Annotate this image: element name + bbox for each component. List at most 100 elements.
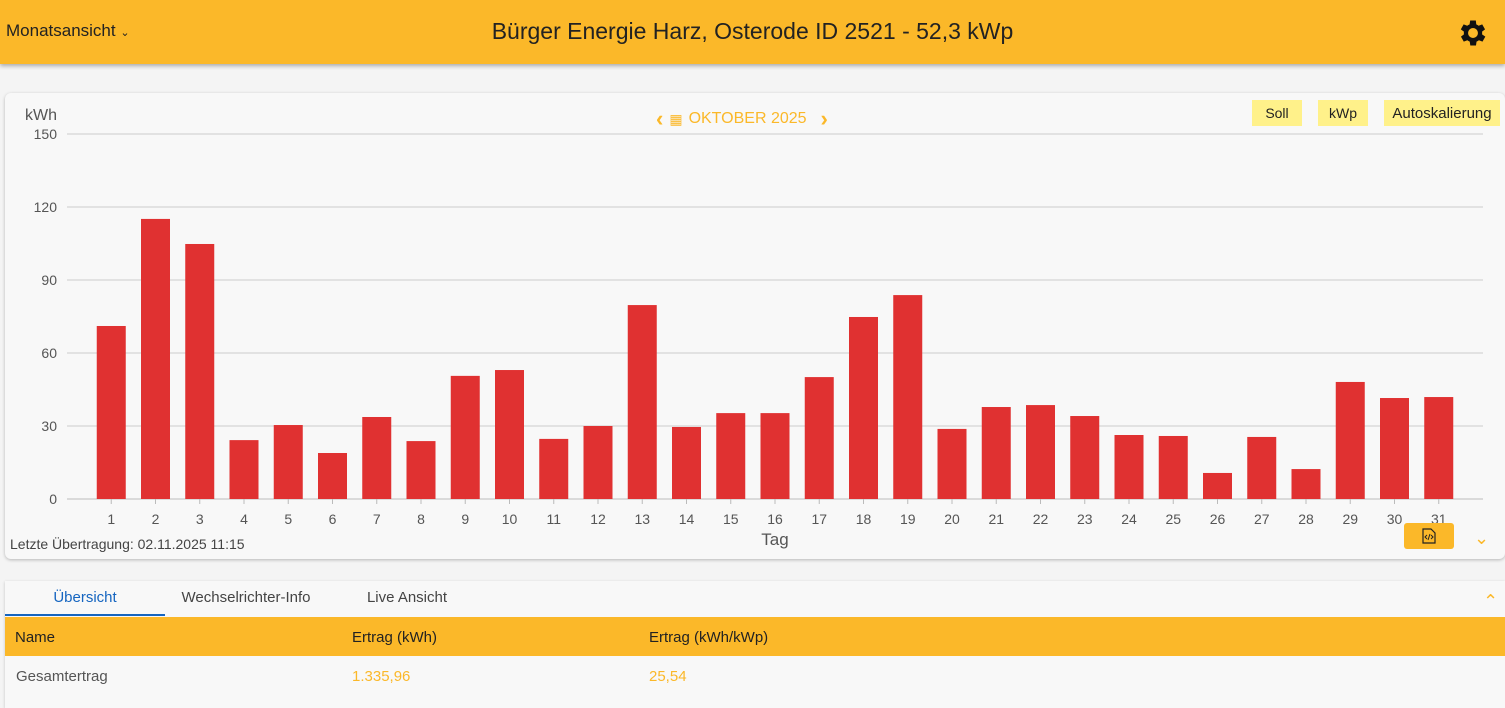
y-tick-label: 90	[41, 272, 57, 288]
bar	[672, 426, 701, 499]
tab-live-view[interactable]: Live Ansicht	[366, 589, 448, 606]
x-tick-label: 24	[1121, 511, 1137, 527]
bar	[1203, 472, 1232, 499]
row-name: Gesamtertrag	[16, 668, 108, 685]
chevron-down-icon: ⌄	[120, 27, 130, 39]
bar	[937, 428, 967, 499]
x-tick-label: 25	[1165, 511, 1181, 527]
x-tick-label: 5	[284, 511, 292, 527]
col-kwh: Ertrag (kWh)	[352, 629, 438, 646]
y-axis-label: kWh	[25, 107, 57, 124]
details-panel: Übersicht Wechselrichter-Info Live Ansic…	[5, 581, 1505, 708]
soll-button[interactable]: Soll	[1252, 100, 1302, 126]
y-tick-label: 30	[41, 418, 57, 434]
x-tick-label: 2	[152, 511, 160, 527]
tab-overview[interactable]: Übersicht	[5, 589, 165, 616]
view-selector[interactable]: Monatsansicht ⌄	[6, 21, 130, 41]
y-tick-label: 0	[49, 491, 57, 507]
bar	[981, 407, 1011, 499]
bar	[185, 243, 215, 499]
x-tick-label: 19	[900, 511, 916, 527]
x-tick-label: 1	[107, 511, 115, 527]
y-tick-label: 60	[41, 345, 57, 361]
x-tick-label: 10	[502, 511, 518, 527]
collapse-chart-icon[interactable]: ⌄	[1474, 528, 1490, 548]
bar	[406, 441, 436, 499]
bar	[1114, 435, 1144, 499]
x-tick-label: 20	[944, 511, 960, 527]
row-kwh-kwp: 25,54	[649, 668, 687, 685]
y-tick-label: 120	[34, 199, 58, 215]
calendar-icon[interactable]: ▦	[669, 110, 683, 127]
bar	[1026, 405, 1055, 499]
month-navigator: ‹ ▦ OKTOBER 2025 ›	[656, 106, 828, 132]
top-bar: Monatsansicht ⌄ Bürger Energie Harz, Ost…	[0, 0, 1505, 64]
col-kwh-kwp: Ertrag (kWh/kWp)	[649, 629, 769, 646]
bar	[627, 305, 657, 499]
x-tick-label: 4	[240, 511, 248, 527]
x-tick-label: 26	[1210, 511, 1226, 527]
bar	[362, 416, 392, 499]
x-tick-label: 9	[461, 511, 469, 527]
bar	[583, 426, 613, 499]
last-transfer: Letzte Übertragung: 02.11.2025 11:15	[10, 536, 245, 552]
x-tick-label: 12	[590, 511, 606, 527]
bar	[1335, 381, 1365, 499]
table-row: Gesamtertrag 1.335,96 25,54	[5, 656, 1505, 696]
x-tick-label: 29	[1342, 511, 1358, 527]
bar	[849, 316, 878, 499]
x-tick-label: 11	[546, 511, 561, 527]
x-tick-label: 22	[1033, 511, 1049, 527]
x-axis-label: Tag	[761, 530, 788, 549]
prev-month-icon[interactable]: ‹	[656, 106, 664, 131]
x-tick-label: 28	[1298, 511, 1314, 527]
bar	[141, 218, 170, 499]
row-kwh: 1.335,96	[352, 668, 411, 685]
expand-up-icon[interactable]: ⌄	[1483, 590, 1499, 610]
x-tick-label: 21	[988, 511, 1004, 527]
x-tick-label: 27	[1254, 511, 1270, 527]
bar	[1424, 397, 1454, 499]
bar	[495, 370, 524, 499]
autoscale-button[interactable]: Autoskalierung	[1384, 100, 1500, 126]
bar	[1380, 398, 1409, 499]
export-button[interactable]	[1404, 523, 1454, 549]
gear-icon[interactable]	[1456, 16, 1490, 50]
bar	[1291, 469, 1321, 499]
bar	[96, 325, 126, 499]
x-tick-label: 3	[196, 511, 204, 527]
bar	[716, 413, 746, 499]
next-month-icon[interactable]: ›	[820, 106, 828, 131]
bar	[539, 438, 569, 499]
bar	[893, 295, 923, 499]
bar	[804, 377, 834, 499]
bar	[1158, 435, 1188, 499]
y-tick-label: 150	[34, 126, 58, 142]
bar	[318, 453, 347, 499]
x-tick-label: 13	[634, 511, 650, 527]
view-label: Monatsansicht	[6, 21, 116, 40]
x-tick-label: 14	[679, 511, 695, 527]
x-tick-label: 8	[417, 511, 425, 527]
bar	[273, 425, 303, 499]
x-tick-label: 16	[767, 511, 783, 527]
x-tick-label: 18	[856, 511, 872, 527]
x-tick-label: 7	[373, 511, 381, 527]
bar	[1070, 416, 1100, 499]
table-header: Name Ertrag (kWh) Ertrag (kWh/kWp)	[5, 617, 1505, 656]
tab-inverter-info[interactable]: Wechselrichter-Info	[181, 589, 311, 606]
x-tick-label: 15	[723, 511, 739, 527]
kwp-button[interactable]: kWp	[1318, 100, 1368, 126]
bar	[1247, 436, 1277, 499]
x-tick-label: 17	[811, 511, 827, 527]
col-name: Name	[15, 629, 56, 646]
file-code-icon	[1422, 528, 1436, 544]
x-tick-label: 23	[1077, 511, 1093, 527]
x-tick-label: 6	[329, 511, 337, 527]
bar	[229, 440, 259, 499]
bar	[450, 375, 480, 499]
bar	[760, 413, 790, 499]
month-label[interactable]: OKTOBER 2025	[688, 110, 807, 127]
x-tick-label: 30	[1387, 511, 1403, 527]
